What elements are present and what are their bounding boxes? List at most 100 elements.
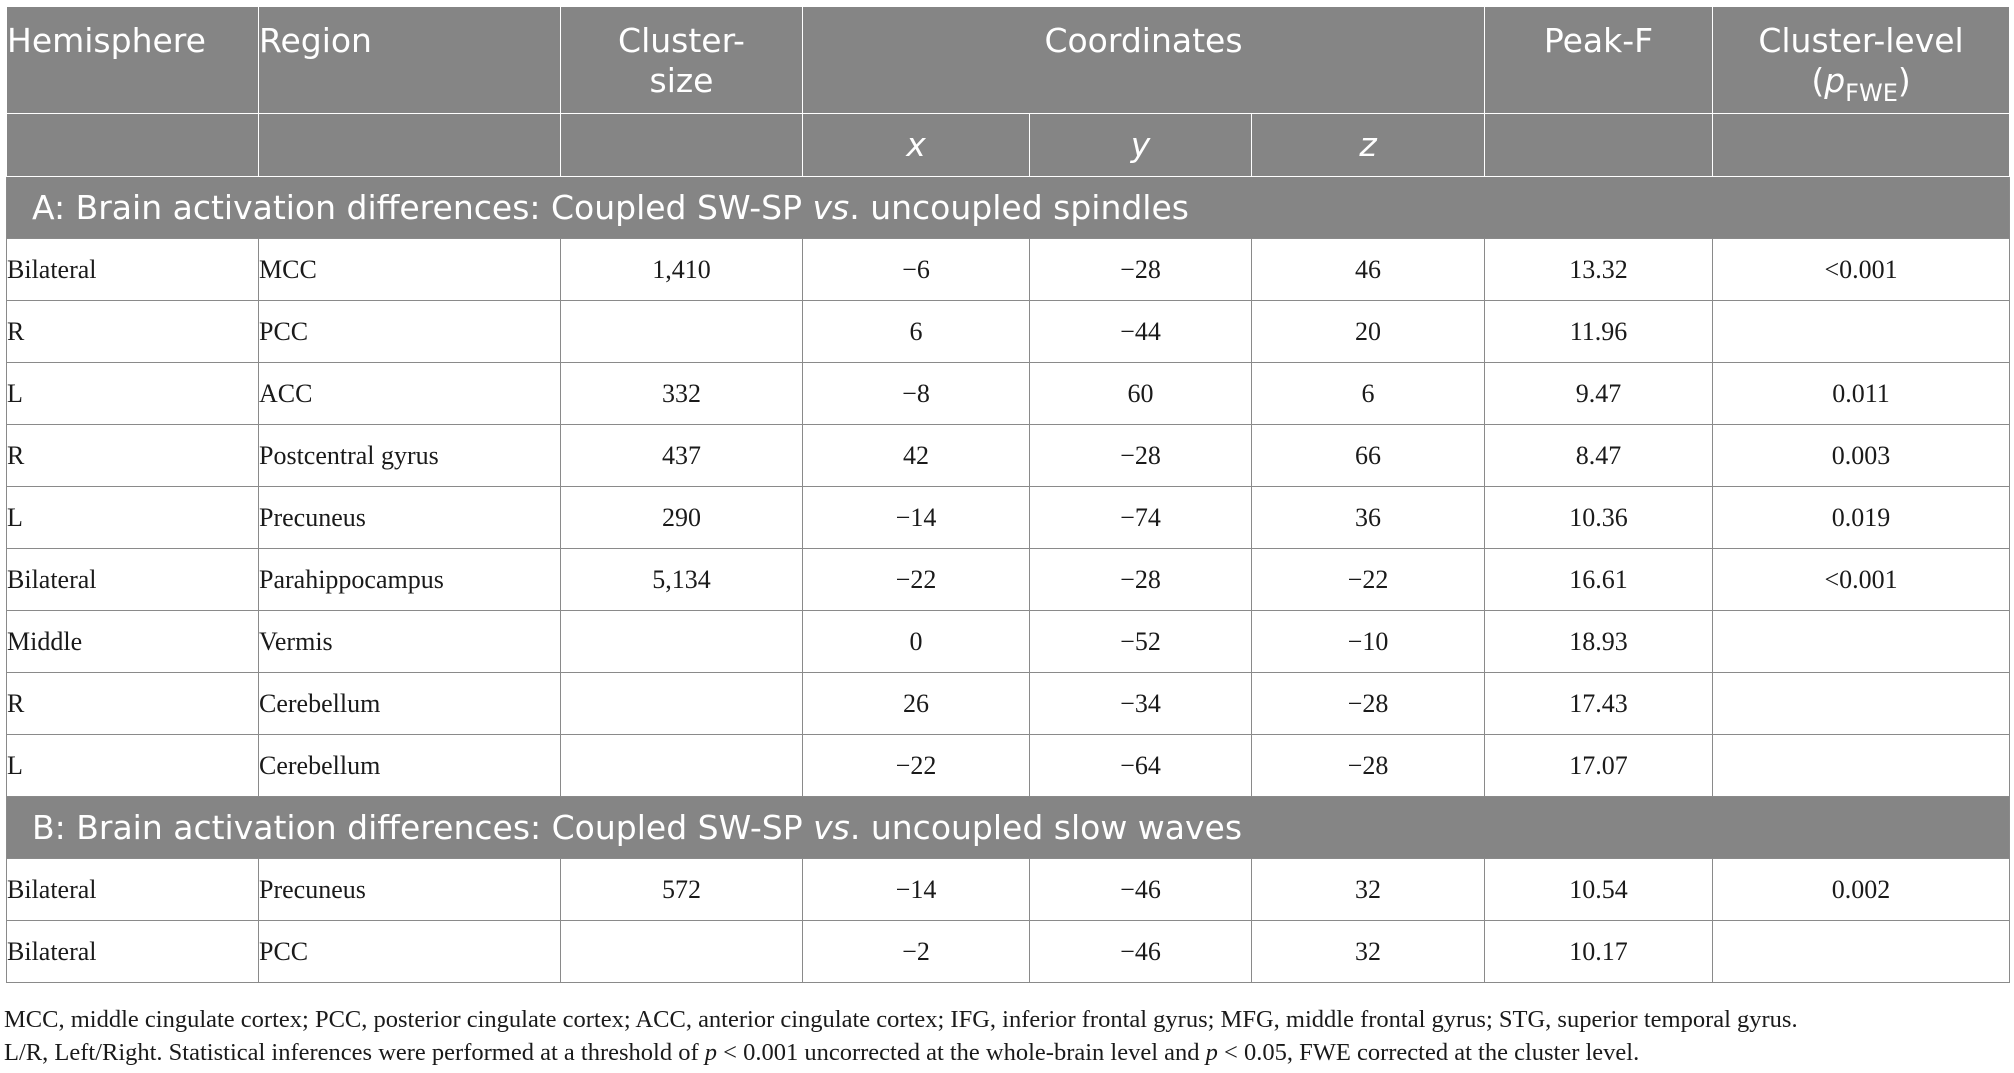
cell-cluster-size: 290 [560, 486, 803, 549]
table-row: R Cerebellum 26 −34 −28 17.43 [6, 672, 2011, 735]
cell-hemisphere: R [6, 672, 259, 735]
cell-x: −8 [802, 362, 1030, 425]
section-b-vs: vs [813, 808, 850, 847]
cell-z: −28 [1250, 672, 1486, 735]
section-a-heading: A: Brain activation differences: Coupled… [5, 176, 2011, 239]
cell-y: −64 [1029, 734, 1252, 797]
table-row: R Postcentral gyrus 437 42 −28 66 8.47 0.003 [6, 424, 2011, 487]
cell-y: −44 [1029, 300, 1252, 363]
cell-z: 6 [1250, 362, 1486, 425]
footnote-line1: MCC, middle cingulate cortex; PCC, poste… [4, 1006, 1798, 1033]
cell-peak-f: 13.32 [1484, 238, 1714, 301]
cluster-size-line1: Cluster- [618, 21, 745, 60]
col-header-x: x [802, 113, 1030, 177]
table-footnote: MCC, middle cingulate cortex; PCC, poste… [4, 1003, 2009, 1069]
cell-hemisphere: Bilateral [6, 238, 259, 301]
cell-peak-f: 10.36 [1484, 486, 1714, 549]
cell-region: Parahippocampus [258, 548, 561, 611]
cell-cluster-p: 0.019 [1712, 486, 2011, 549]
subheader-empty [6, 113, 259, 177]
section-b-prefix: B: Brain activation differences: Coupled… [32, 808, 814, 847]
cell-z: −22 [1250, 548, 1486, 611]
cell-region: MCC [258, 238, 561, 301]
cell-peak-f: 17.43 [1484, 672, 1714, 735]
cell-y: −46 [1029, 858, 1252, 921]
cell-hemisphere: Bilateral [6, 548, 259, 611]
cell-x: 42 [802, 424, 1030, 487]
section-a-prefix: A: Brain activation differences: Coupled… [32, 188, 813, 227]
col-header-hemisphere: Hemisphere [6, 6, 259, 114]
cell-x: −22 [802, 734, 1030, 797]
table-row: Bilateral Precuneus 572 −14 −46 32 10.54 0.002 [6, 858, 2011, 921]
cell-z: 36 [1250, 486, 1486, 549]
cell-cluster-size: 332 [560, 362, 803, 425]
cell-region: PCC [258, 300, 561, 363]
cell-cluster-p: <0.001 [1712, 548, 2011, 611]
cell-hemisphere: Bilateral [6, 858, 259, 921]
cell-cluster-p: 0.003 [1712, 424, 2011, 487]
cell-region: Cerebellum [258, 734, 561, 797]
cell-cluster-size [560, 300, 803, 363]
cell-cluster-size [560, 610, 803, 673]
cell-y: −74 [1029, 486, 1252, 549]
cell-cluster-p [1712, 672, 2011, 735]
cell-y: −28 [1029, 238, 1252, 301]
cell-y: −28 [1029, 424, 1252, 487]
section-a-vs: vs [812, 188, 850, 227]
footnote-line2: L/R, Left/Right. Statistical inferences … [4, 1036, 2009, 1069]
cell-x: −6 [802, 238, 1030, 301]
footnote-p-symbol: p [1205, 1039, 1218, 1066]
cell-region: Precuneus [258, 858, 561, 921]
section-b-suffix: . uncoupled slow waves [849, 808, 1243, 847]
cell-z: 20 [1250, 300, 1486, 363]
cell-y: −28 [1029, 548, 1252, 611]
cell-cluster-p: <0.001 [1712, 238, 2011, 301]
cell-z: 32 [1250, 920, 1486, 983]
col-header-cluster-size: Cluster- size [560, 6, 803, 114]
results-table: Hemisphere Region Cluster- size Coordina… [5, 6, 2011, 983]
cell-region: Postcentral gyrus [258, 424, 561, 487]
cell-cluster-p [1712, 610, 2011, 673]
table-row: R PCC 6 −44 20 11.96 [6, 300, 2011, 363]
footnote-p-symbol: p [704, 1039, 717, 1066]
cell-region: Vermis [258, 610, 561, 673]
cell-y: 60 [1029, 362, 1252, 425]
cluster-level-p: p [1824, 61, 1846, 100]
cell-cluster-size: 5,134 [560, 548, 803, 611]
cluster-level-line1: Cluster-level [1758, 21, 1964, 60]
col-header-coordinates: Coordinates [801, 6, 1486, 114]
cell-x: −14 [802, 486, 1030, 549]
cell-x: 0 [802, 610, 1030, 673]
cell-peak-f: 17.07 [1484, 734, 1714, 797]
cell-peak-f: 11.96 [1484, 300, 1714, 363]
footnote-text: < 0.001 uncorrected at the whole-brain l… [717, 1039, 1206, 1066]
cell-peak-f: 8.47 [1484, 424, 1714, 487]
cell-cluster-size: 572 [560, 858, 803, 921]
cell-cluster-p [1712, 300, 2011, 363]
cell-z: −28 [1250, 734, 1486, 797]
cell-region: ACC [258, 362, 561, 425]
cell-cluster-p [1712, 920, 2011, 983]
col-header-y: y [1029, 113, 1252, 177]
cell-cluster-p: 0.002 [1712, 858, 2011, 921]
section-a-suffix: . uncoupled spindles [849, 188, 1189, 227]
cell-x: −22 [802, 548, 1030, 611]
cell-peak-f: 16.61 [1484, 548, 1714, 611]
cell-x: −2 [802, 920, 1030, 983]
cell-region: Precuneus [258, 486, 561, 549]
cell-x: 26 [802, 672, 1030, 735]
cell-cluster-size: 1,410 [560, 238, 803, 301]
cell-peak-f: 9.47 [1484, 362, 1714, 425]
subheader-empty [258, 113, 561, 177]
cell-z: 46 [1250, 238, 1486, 301]
table-row: L Precuneus 290 −14 −74 36 10.36 0.019 [6, 486, 2011, 549]
cell-cluster-size [560, 734, 803, 797]
table-row: L ACC 332 −8 60 6 9.47 0.011 [6, 362, 2011, 425]
subheader-empty [1484, 113, 1714, 177]
cell-peak-f: 10.17 [1484, 920, 1714, 983]
cell-hemisphere: L [6, 734, 259, 797]
cell-region: Cerebellum [258, 672, 561, 735]
table-row: Middle Vermis 0 −52 −10 18.93 [6, 610, 2011, 673]
footnote-text: < 0.05, FWE corrected at the cluster lev… [1217, 1039, 1640, 1066]
table-row: L Cerebellum −22 −64 −28 17.07 [6, 734, 2011, 797]
